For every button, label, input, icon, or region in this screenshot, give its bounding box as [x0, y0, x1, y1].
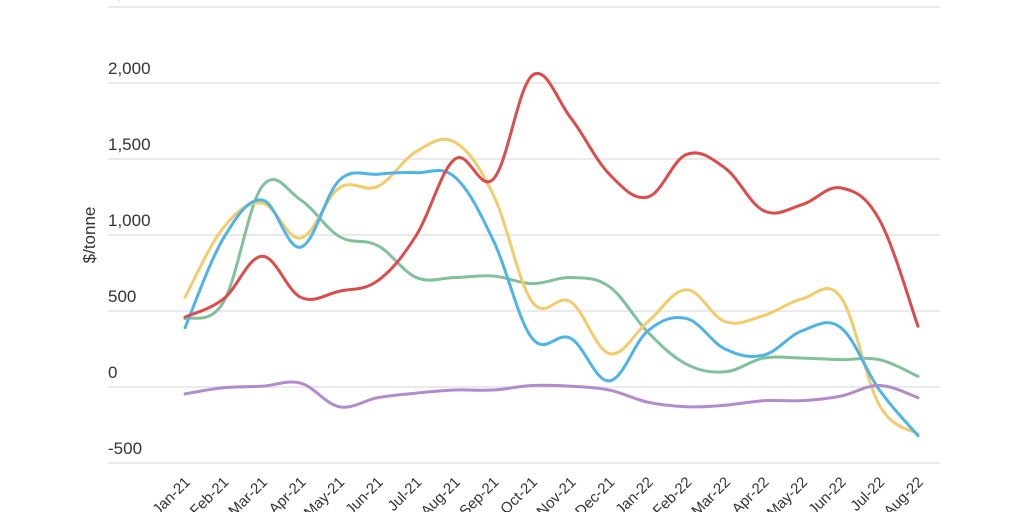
x-tick-label: Jun-21 — [342, 474, 386, 512]
series-line-3 — [183, 380, 920, 409]
series-lines — [183, 71, 920, 438]
x-tick-label: Sep-21 — [456, 474, 502, 512]
y-tick-label: -500 — [108, 439, 142, 458]
series-line-4 — [183, 71, 920, 328]
series-line-1 — [183, 137, 920, 436]
series-line-2 — [183, 169, 920, 438]
x-tick-label: Aug-22 — [881, 474, 927, 512]
gridlines — [108, 6, 940, 464]
y-axis-label: $/tonne — [80, 207, 99, 264]
y-tick-label: 1,500 — [108, 135, 151, 154]
y-tick-label: 2,000 — [108, 59, 151, 78]
y-axis-ticks: -500 0 500 1,000 1,500 2,000 2,500 — [108, 0, 151, 458]
x-tick-label: Mar-22 — [688, 474, 734, 512]
x-tick-label: Jun-22 — [805, 474, 849, 512]
y-tick-label: 1,000 — [108, 211, 151, 230]
y-tick-label: 2,500 — [108, 0, 151, 2]
x-tick-label: Mar-21 — [225, 474, 271, 512]
y-tick-label: 0 — [108, 363, 117, 382]
x-axis-ticks: Jan-21Feb-21Mar-21Apr-21May-21Jun-21Jul-… — [149, 474, 926, 512]
y-tick-label: 500 — [108, 287, 136, 306]
series-line-0 — [183, 178, 920, 378]
